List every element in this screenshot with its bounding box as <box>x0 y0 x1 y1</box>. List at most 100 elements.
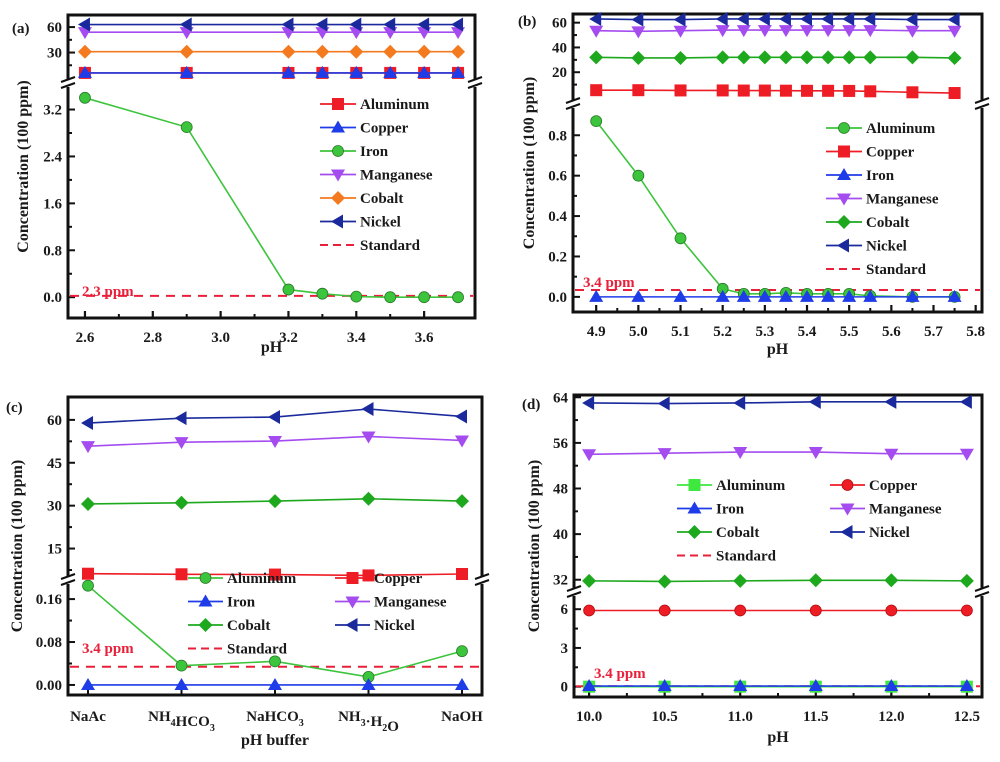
series-line-nickel <box>589 401 967 405</box>
data-point-aluminum <box>82 579 94 592</box>
legend-item-manganese: Manganese <box>335 595 447 611</box>
data-point-manganese <box>174 437 189 450</box>
data-point-iron <box>384 291 397 304</box>
legend-label: Aluminum <box>716 478 786 494</box>
x-tick-label: 5.8 <box>966 324 985 340</box>
y-tick-label: 0.16 <box>36 592 63 608</box>
x-tick-label-subscript: 3 <box>299 718 304 729</box>
x-tick-label: 3.0 <box>211 330 230 346</box>
data-point-nickel <box>174 411 187 426</box>
data-point-copper <box>906 86 919 99</box>
data-point-manganese <box>884 448 899 461</box>
legend-label: Manganese <box>869 502 942 518</box>
legend-item-nickel: Nickel <box>826 238 907 255</box>
data-point-nickel <box>417 17 430 32</box>
x-tick-label: 10.0 <box>576 709 602 725</box>
data-point-iron <box>778 289 793 302</box>
legend-marker-copper <box>838 145 850 158</box>
data-point-copper <box>281 65 296 78</box>
legend-label: Standard <box>716 549 777 565</box>
panel-label: (d) <box>522 397 540 413</box>
x-tick-label-part: HCO <box>176 714 210 730</box>
data-point-cobalt <box>417 44 432 59</box>
x-tick-label-part: NaOH <box>441 709 483 725</box>
panel-b: 20 40 60 0.0 0.2 0.4 0.6 0.8 4.9 5.0 5.1 5.2 5.3 5.4 5… <box>518 11 990 358</box>
legend-item-iron: Iron <box>677 501 745 518</box>
data-point-cobalt <box>821 50 836 65</box>
x-tick-label: 5.7 <box>924 324 943 340</box>
standard-label: 2.3 ppm <box>82 284 134 300</box>
axis-break-gap <box>976 100 988 108</box>
data-point-iron <box>808 679 823 692</box>
data-point-copper <box>349 65 364 78</box>
data-point-aluminum <box>674 232 687 245</box>
data-point-cobalt <box>673 50 688 65</box>
data-point-nickel <box>821 11 834 26</box>
y-tick-label: 45 <box>47 456 62 472</box>
data-point-cobalt <box>383 44 398 59</box>
data-point-copper <box>451 65 466 78</box>
legend-label: Cobalt <box>360 191 403 207</box>
legend-label: Standard <box>866 262 927 278</box>
data-point-cobalt <box>451 44 466 59</box>
legend-marker-manganese <box>345 596 360 609</box>
data-point-iron <box>268 677 282 690</box>
data-point-manganese <box>631 26 646 39</box>
legend-label: Standard <box>227 642 288 658</box>
data-point-cobalt <box>863 50 878 65</box>
legend-item-copper: Copper <box>830 478 918 494</box>
legend-item-standard: Standard <box>826 262 927 278</box>
y-tick-label: 0.8 <box>43 243 62 259</box>
data-point-manganese <box>959 448 974 461</box>
data-point-copper <box>77 65 92 78</box>
data-point-iron <box>589 289 604 302</box>
x-tick-label-part: NaHCO <box>246 709 299 725</box>
x-tick-label: 3.2 <box>279 330 298 346</box>
axis-break-mark <box>60 579 76 586</box>
x-tick-label: 5.5 <box>840 324 859 340</box>
data-point-nickel <box>947 12 960 27</box>
data-point-copper <box>179 65 194 78</box>
legend: Aluminum Copper Iron Manganese Cobalt Nickel S… <box>826 121 939 278</box>
axis-break-mark <box>566 585 582 592</box>
panel-label: (a) <box>12 21 30 37</box>
data-point-cobalt <box>268 494 282 509</box>
data-point-nickel <box>842 11 855 26</box>
axis-break-gap <box>62 576 74 584</box>
y-tick-label: 60 <box>552 16 567 32</box>
data-point-cobalt <box>733 573 748 588</box>
x-axis-title: pH <box>767 341 789 358</box>
x-tick-label: 11.5 <box>803 709 828 725</box>
data-point-cobalt <box>884 573 899 588</box>
plot-frame <box>66 13 477 320</box>
data-point-cobalt <box>800 50 815 65</box>
legend: Aluminum Copper Iron Manganese Cobalt Nickel S… <box>320 97 433 254</box>
legend-label: Copper <box>869 478 918 494</box>
legend-item-aluminum: Aluminum <box>677 478 786 494</box>
data-point-cobalt <box>736 50 751 65</box>
x-tick-label-part: NaAc <box>70 709 106 725</box>
y-tick-label: 15 <box>47 542 62 558</box>
legend-item-cobalt: Cobalt <box>677 525 759 541</box>
x-tick-label-part: NH <box>148 709 171 725</box>
x-tick-label: NaOH <box>441 709 483 725</box>
legend-label: Manganese <box>374 595 447 611</box>
data-point-copper <box>674 84 687 97</box>
data-point-copper <box>779 84 792 97</box>
data-point-aluminum <box>269 655 281 668</box>
data-point-iron <box>657 679 672 692</box>
data-point-nickel <box>736 11 749 26</box>
data-point-iron <box>673 289 688 302</box>
data-point-iron <box>733 679 748 692</box>
data-point-manganese <box>715 25 730 38</box>
legend-item-copper: Copper <box>320 120 409 137</box>
data-point-nickel <box>455 409 467 424</box>
legend-item-copper: Copper <box>335 571 423 587</box>
data-point-iron <box>947 289 962 302</box>
y-tick-label: 1.6 <box>43 196 62 212</box>
data-point-nickel <box>383 17 396 32</box>
data-point-copper <box>809 604 822 617</box>
legend-marker-aluminum <box>838 122 850 134</box>
